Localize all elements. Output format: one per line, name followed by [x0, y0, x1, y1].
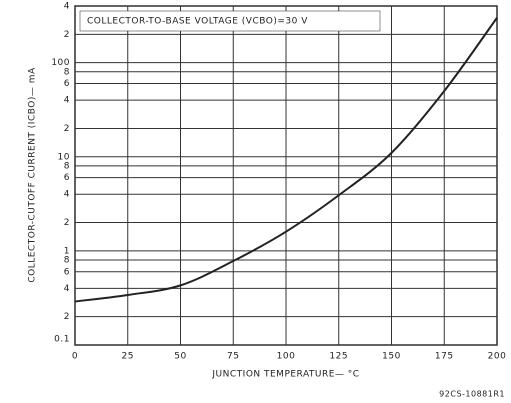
y-tick-label: 2	[64, 312, 70, 322]
y-tick-label: 2	[64, 30, 70, 40]
title-box	[79, 10, 381, 32]
footnote: 92CS-10881R1	[439, 390, 505, 399]
y-tick-label: 10	[58, 152, 70, 162]
y-tick-label: 2	[64, 218, 70, 228]
x-tick-label: 150	[382, 352, 401, 362]
y-tick-label: 4	[64, 284, 70, 294]
y-tick-label: 100	[51, 58, 70, 68]
x-tick-label: 100	[277, 352, 296, 362]
y-tick-label: 8	[64, 67, 70, 77]
y-tick-label: 6	[64, 79, 70, 89]
y-tick-label: 4	[64, 190, 70, 200]
y-tick-label: 4	[64, 96, 70, 106]
y-tick-label: 1	[64, 246, 70, 256]
x-tick-label: 25	[122, 352, 134, 362]
y-tick-label: 8	[64, 256, 70, 266]
y-tick-label: 6	[64, 267, 70, 277]
y-tick-label: 6	[64, 173, 70, 183]
y-tick-label: 0.1	[54, 335, 70, 345]
x-tick-label: 125	[329, 352, 348, 362]
chart-title: COLLECTOR-TO-BASE VOLTAGE (VCBO)=30 V	[87, 17, 308, 27]
y-tick-label: 2	[64, 124, 70, 134]
y-tick-label: 8	[64, 161, 70, 171]
x-tick-label: 75	[227, 352, 239, 362]
x-axis-label: JUNCTION TEMPERATURE— °C	[211, 370, 359, 380]
y-tick-label: 4	[64, 2, 70, 12]
data-line	[74, 17, 498, 303]
x-tick-label: 200	[488, 352, 507, 362]
x-tick-label: 175	[435, 352, 454, 362]
y-axis-label: COLLECTOR-CUTOFF CURRENT (ICBO)— mA	[28, 67, 38, 283]
x-tick-label: 50	[174, 352, 186, 362]
x-tick-label: 0	[72, 352, 78, 362]
